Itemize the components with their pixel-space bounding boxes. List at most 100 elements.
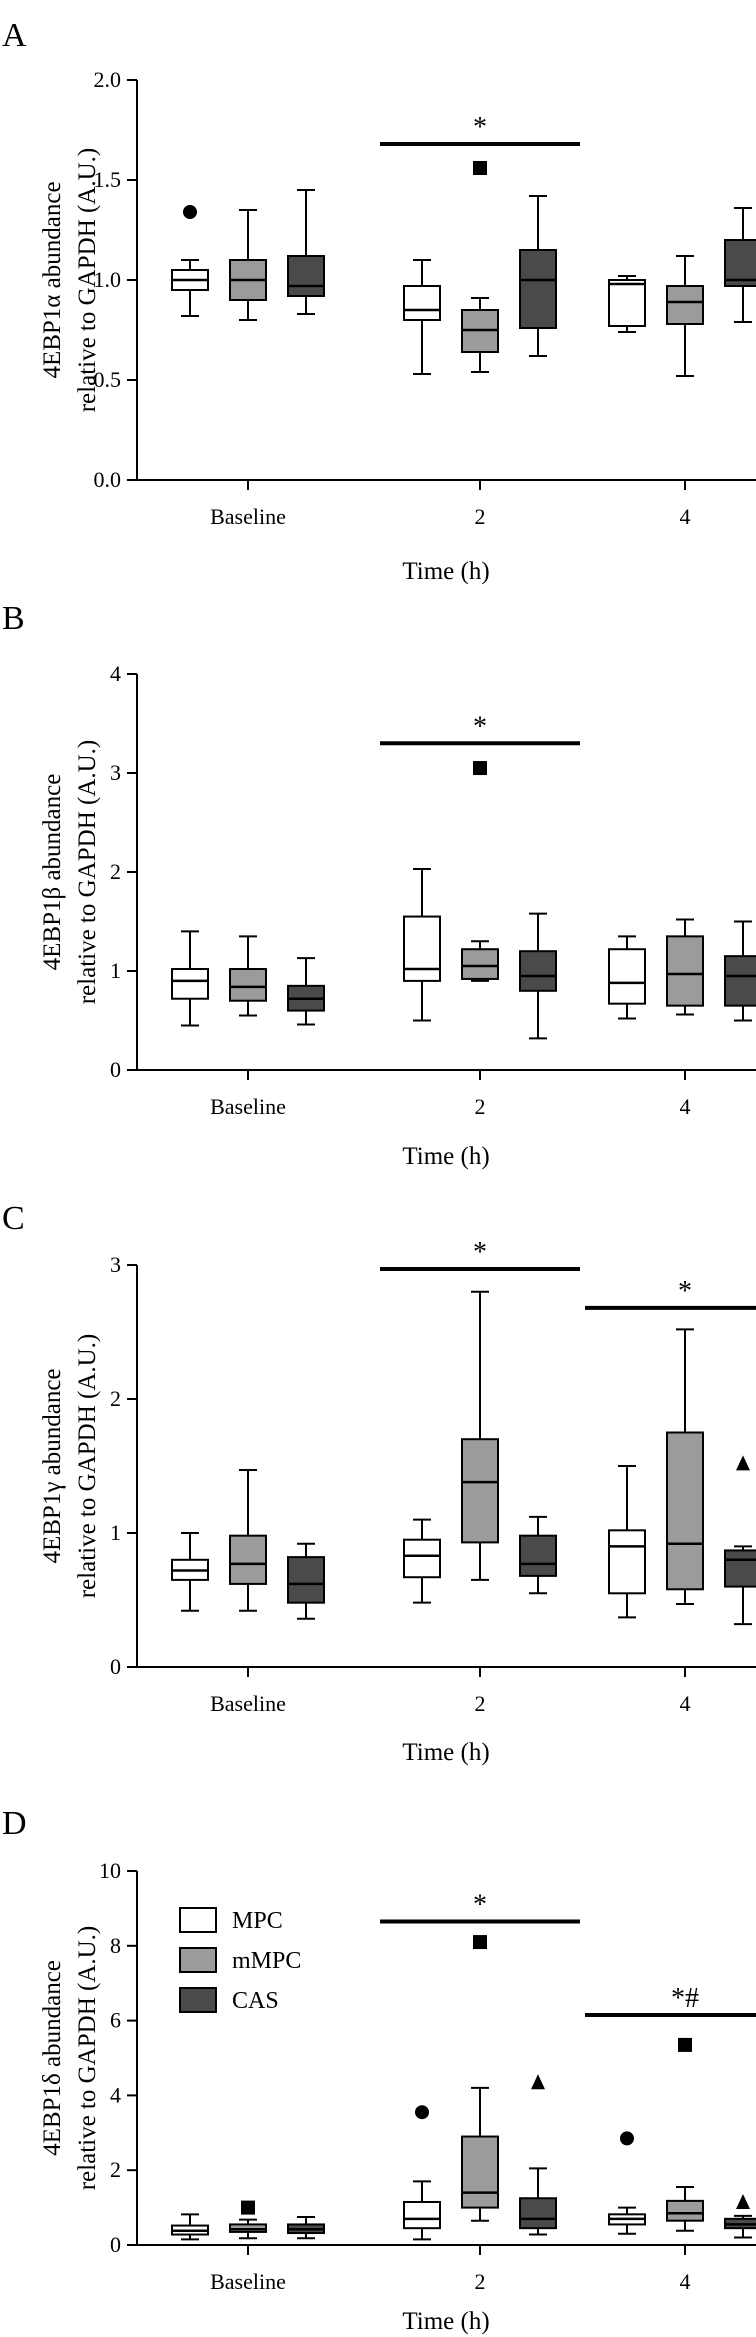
panel-d-box-mpc-0 — [171, 2213, 209, 2241]
panel-b-box-mmpc-2 — [666, 918, 704, 1016]
legend-item-mpc: MPC — [179, 1907, 283, 1934]
iqr-box — [403, 285, 441, 321]
panel-b-box-mpc-2 — [608, 935, 646, 1020]
panel-c-box-mpc-1 — [403, 1518, 441, 1604]
panel-b-xlabel: Time (h) — [402, 1143, 489, 1170]
legend-label: mMPC — [232, 1948, 301, 1974]
panel-b-box-mpc-1 — [403, 868, 441, 1022]
panel-a-box-mpc-1 — [403, 259, 441, 375]
panel-c-ylabel-line1: 4EBP1γ abundance — [39, 1368, 66, 1563]
panel-a-letter: A — [2, 17, 27, 54]
panel-d-box-cas-2 — [724, 2193, 756, 2239]
panel-a-ytick-label: 0.5 — [94, 367, 122, 392]
iqr-box — [608, 279, 646, 327]
panel-d-box-cas-1 — [519, 2074, 557, 2236]
panel-b-xtick-label: 2 — [475, 1094, 486, 1119]
iqr-box — [724, 955, 756, 1007]
legend-swatch — [179, 1907, 217, 1933]
outlier-circle — [620, 2131, 634, 2146]
iqr-box — [724, 239, 756, 287]
panel-d-ytick-label: 10 — [99, 1858, 121, 1883]
legend-swatch — [179, 1947, 217, 1973]
panel-a-ytick-label: 2.0 — [94, 67, 122, 92]
iqr-box — [403, 2200, 441, 2230]
panel-c-box-cas-0 — [287, 1542, 325, 1620]
iqr-box — [229, 968, 267, 1002]
panel-b-xtick-label: Baseline — [210, 1094, 286, 1119]
panel-d-xtick-label: Baseline — [210, 2269, 286, 2294]
panel-d-ytick-label: 6 — [110, 2008, 121, 2033]
outlier-square — [678, 2037, 692, 2052]
panel-a-box-mmpc-0 — [229, 209, 267, 321]
legend-item-cas: CAS — [179, 1987, 279, 2014]
panel-b-ytick-label: 1 — [110, 958, 121, 983]
panel-d-letter: D — [2, 1805, 27, 1842]
panel-a-ylabel-line1: 4EBP1α abundance — [39, 181, 66, 378]
iqr-box — [461, 2135, 499, 2209]
outlier-square — [473, 161, 487, 175]
outlier-circle — [183, 205, 197, 219]
panel-d-box-mpc-2 — [608, 2131, 646, 2235]
iqr-box — [666, 285, 704, 325]
panel-a-ytick-label: 1.5 — [94, 167, 122, 192]
panel-b-ylabel-line2: relative to GAPDH (A.U.) — [74, 740, 101, 1005]
iqr-box — [403, 1538, 441, 1579]
panel-c-box-cas-2 — [724, 1455, 756, 1626]
legend-item-mmpc: mMPC — [179, 1947, 301, 1974]
iqr-box — [608, 948, 646, 1005]
outlier-square — [473, 761, 487, 776]
panel-d-ylabel-line2: relative to GAPDH (A.U.) — [74, 1926, 101, 2191]
iqr-box — [519, 950, 557, 992]
panel-c: C 4EBP1γ abundance relative to GAPDH (A.U.… — [2, 1200, 756, 1766]
panel-a-ylabel-line2: relative to GAPDH (A.U.) — [74, 148, 101, 413]
iqr-box — [229, 1534, 267, 1585]
panel-a-xtick-label: 4 — [680, 504, 691, 529]
panel-c-ylabel-line2: relative to GAPDH (A.U.) — [74, 1334, 101, 1599]
iqr-box — [171, 968, 209, 1000]
iqr-box — [287, 255, 325, 297]
panel-d-sig-label-1: *# — [671, 1983, 699, 2014]
panel-d-box-mmpc-0 — [229, 2200, 267, 2240]
iqr-box — [608, 1529, 646, 1595]
panel-d-ytick-label: 4 — [110, 2082, 121, 2107]
panel-d-ylabel-line1: 4EBP1δ abundance — [39, 1960, 66, 2156]
panel-a-box-mpc-2 — [608, 275, 646, 333]
panel-b-box-cas-1 — [519, 912, 557, 1040]
panel-c-xtick-label: 4 — [680, 1691, 691, 1716]
outlier-square — [473, 1935, 487, 1950]
iqr-box — [666, 2199, 704, 2222]
legend-label: CAS — [232, 1988, 279, 2014]
outlier-circle — [415, 2105, 429, 2120]
panel-c-box-mpc-0 — [171, 1532, 209, 1612]
panel-d-xtick-label: 2 — [475, 2269, 486, 2294]
legend: MPC mMPC CAS — [179, 1907, 301, 2014]
iqr-box — [403, 915, 441, 982]
panel-a-box-mmpc-1 — [461, 161, 499, 373]
panel-c-ytick-label: 2 — [110, 1386, 121, 1411]
legend-swatch — [179, 1987, 217, 2013]
panel-a-box-cas-1 — [519, 195, 557, 357]
panel-b-ytick-label: 3 — [110, 760, 121, 785]
panel-c-box-mmpc-2 — [666, 1328, 704, 1606]
panel-b-letter: B — [2, 600, 25, 637]
panel-b-sig-label-0: * — [473, 711, 487, 742]
panel-c-box-mmpc-1 — [461, 1290, 499, 1581]
panel-b-box-cas-2 — [724, 920, 756, 1022]
panel-c-xlabel: Time (h) — [402, 1739, 489, 1766]
panel-b-ytick-label: 4 — [110, 661, 121, 686]
panel-b-box-mmpc-0 — [229, 935, 267, 1017]
panel-a-box-cas-2 — [724, 207, 756, 323]
iqr-box — [461, 1438, 499, 1544]
panel-d-ytick-label: 8 — [110, 1933, 121, 1958]
panel-c-sig-label-1: * — [678, 1276, 692, 1307]
panel-c-box-cas-1 — [519, 1515, 557, 1595]
iqr-box — [666, 935, 704, 1007]
panel-d-box-cas-0 — [287, 2215, 325, 2240]
panel-a-sig-label-0: * — [473, 112, 487, 143]
panel-a-ytick-label: 1.0 — [94, 267, 122, 292]
legend-label: MPC — [232, 1908, 283, 1934]
iqr-box — [519, 2197, 557, 2230]
iqr-box — [519, 1534, 557, 1577]
panel-b-box-mmpc-1 — [461, 761, 499, 982]
